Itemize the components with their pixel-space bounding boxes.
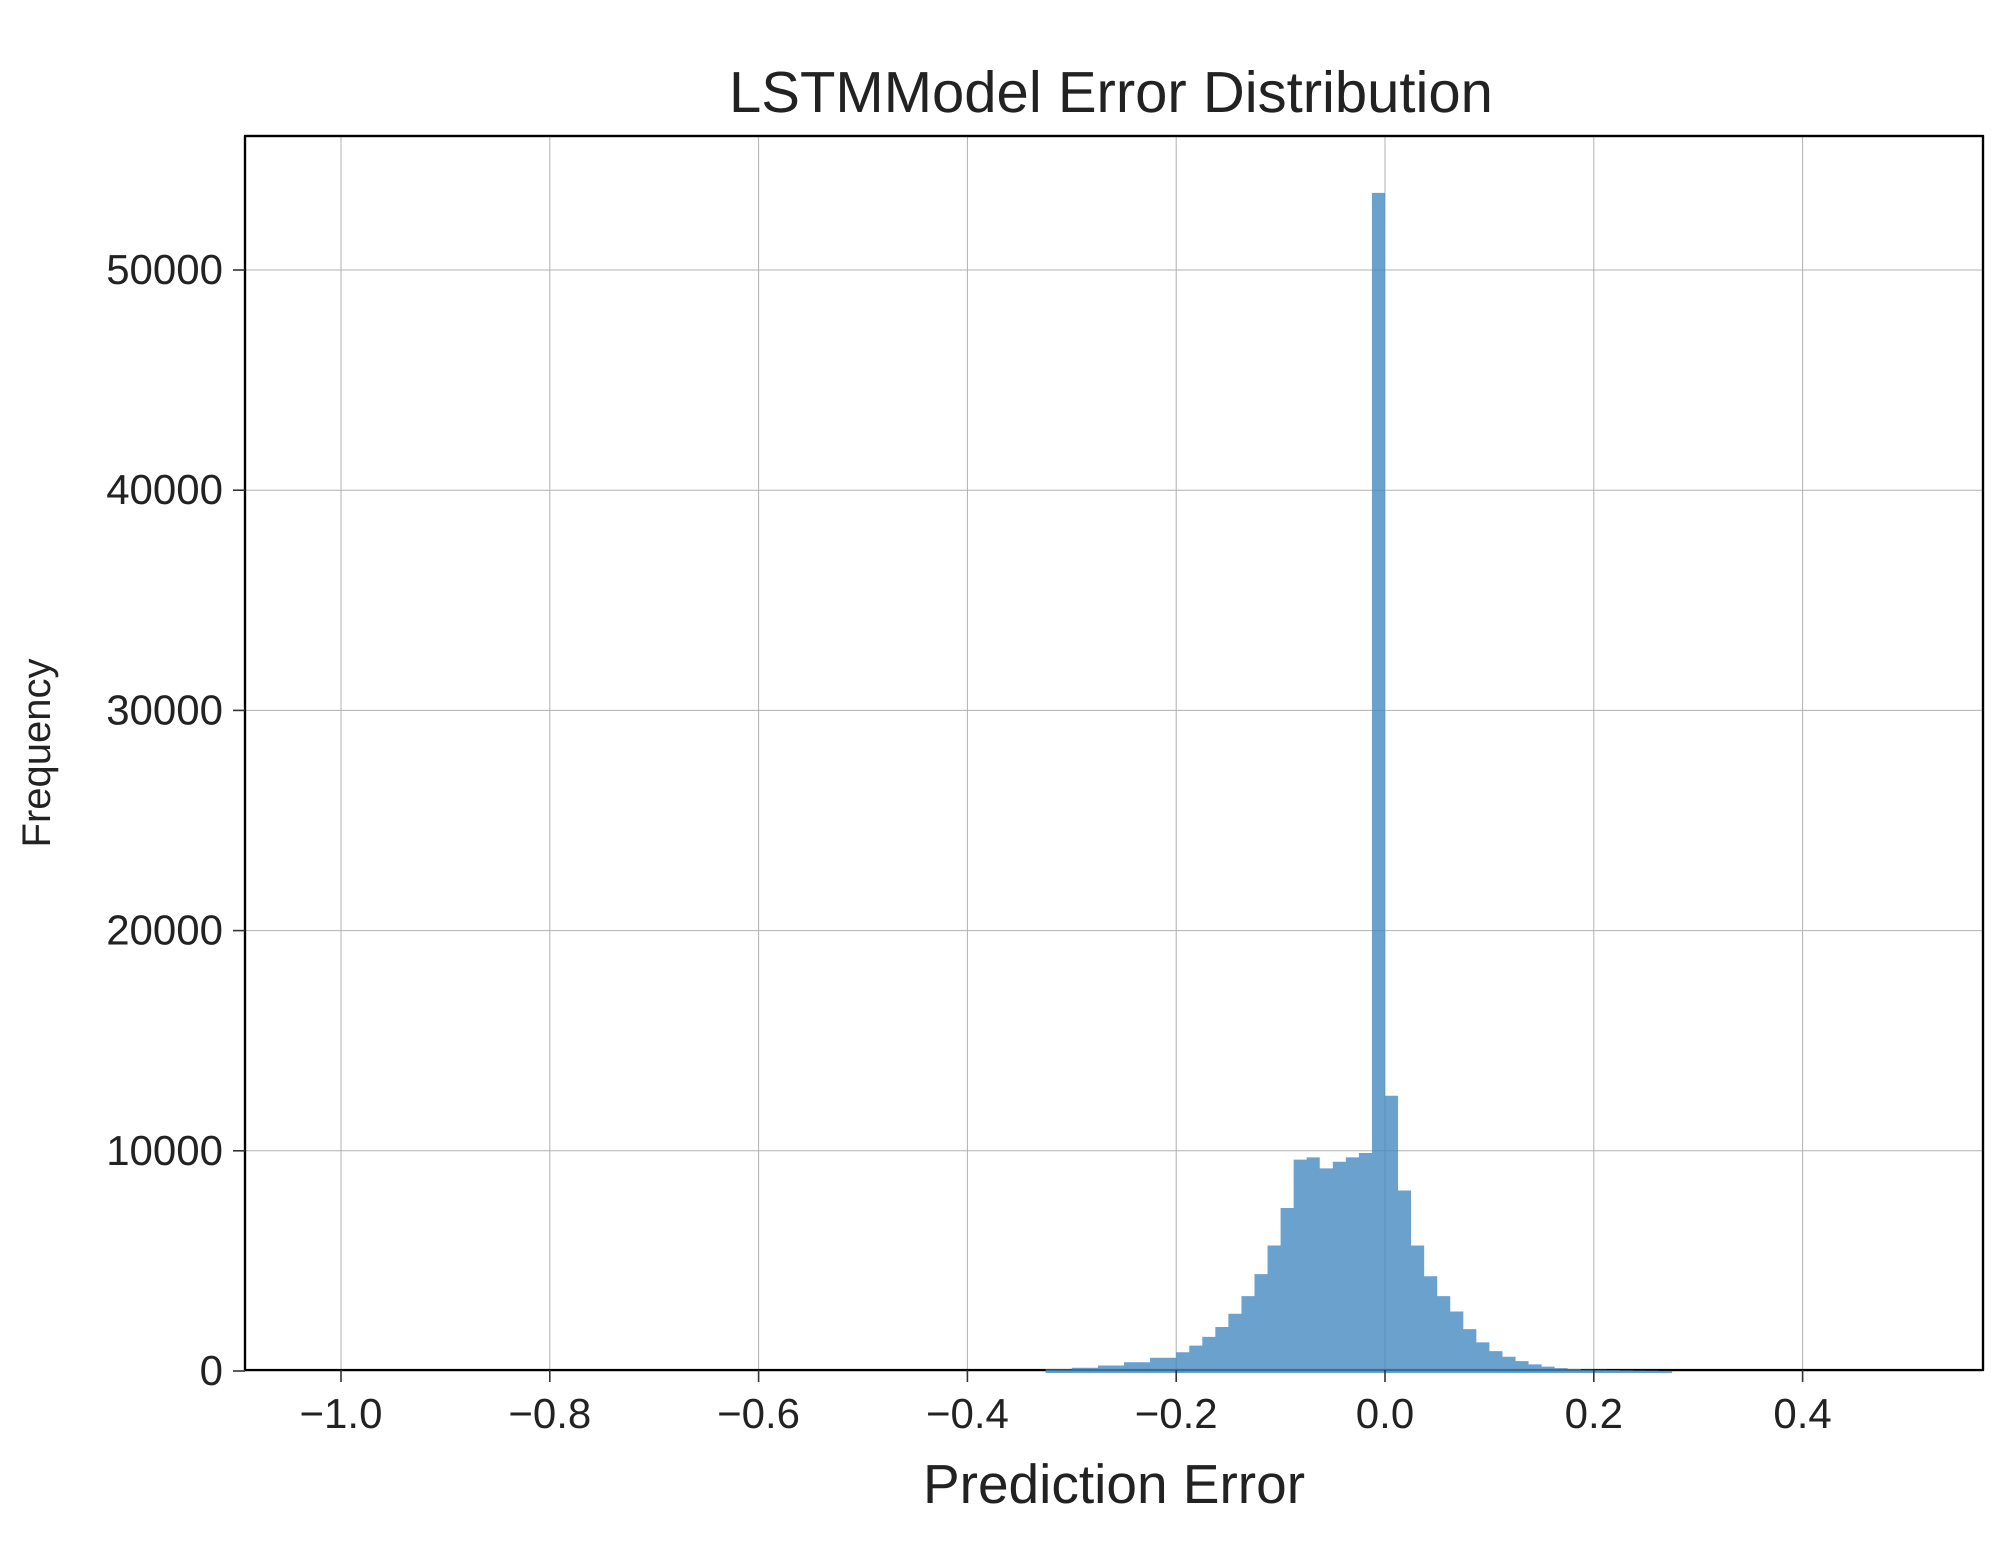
svg-text:0.2: 0.2 [1565, 1390, 1623, 1437]
svg-text:0: 0 [200, 1347, 223, 1394]
svg-text:−0.6: −0.6 [717, 1390, 800, 1437]
svg-text:−0.4: −0.4 [926, 1390, 1009, 1437]
svg-text:LSTMModel Error Distribution: LSTMModel Error Distribution [729, 60, 1493, 125]
svg-text:Frequency: Frequency [15, 659, 59, 848]
svg-text:−0.2: −0.2 [1135, 1390, 1218, 1437]
svg-text:−1.0: −1.0 [300, 1390, 383, 1437]
svg-text:20000: 20000 [106, 907, 223, 954]
svg-text:0.4: 0.4 [1773, 1390, 1831, 1437]
svg-text:Prediction Error: Prediction Error [923, 1453, 1305, 1515]
svg-text:0.0: 0.0 [1356, 1390, 1414, 1437]
svg-text:10000: 10000 [106, 1127, 223, 1174]
svg-text:30000: 30000 [106, 686, 223, 733]
svg-text:40000: 40000 [106, 466, 223, 513]
svg-text:50000: 50000 [106, 246, 223, 293]
svg-text:−0.8: −0.8 [508, 1390, 591, 1437]
